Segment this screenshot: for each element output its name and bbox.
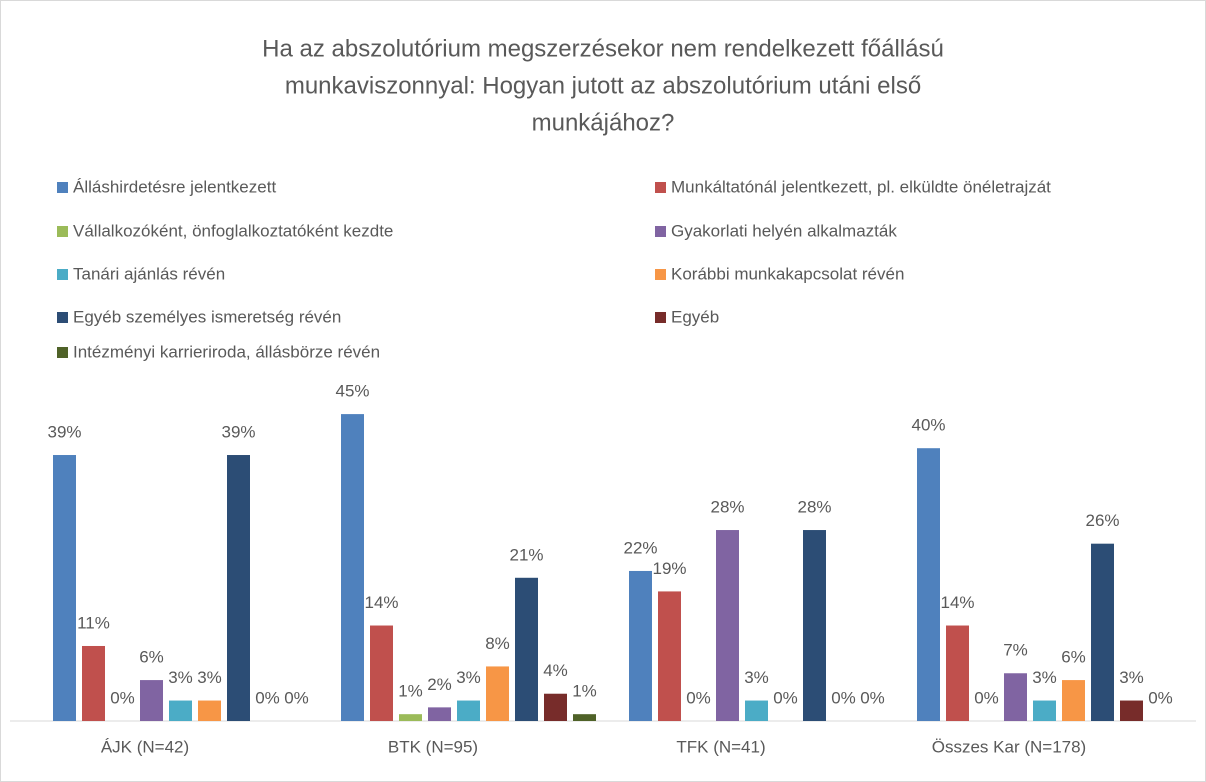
- legend-swatch: [655, 312, 666, 323]
- data-label: 7%: [1003, 641, 1028, 660]
- bar: [399, 714, 422, 721]
- data-label: 40%: [911, 416, 945, 435]
- legend-swatch: [655, 226, 666, 237]
- data-label: 0%: [831, 688, 856, 707]
- data-label: 3%: [168, 668, 193, 687]
- data-label: 11%: [77, 613, 110, 632]
- x-tick-label: Összes Kar (N=178): [932, 737, 1086, 756]
- data-label: 26%: [1085, 511, 1119, 530]
- data-label: 2%: [427, 675, 452, 694]
- legend-label: Korábbi munkakapcsolat révén: [671, 264, 904, 283]
- data-label: 0%: [110, 688, 135, 707]
- bar: [1120, 700, 1143, 721]
- bar: [946, 625, 969, 721]
- bar: [82, 645, 105, 721]
- data-label: 28%: [797, 498, 831, 517]
- legend-swatch: [57, 312, 68, 323]
- data-label: 0%: [1148, 688, 1173, 707]
- data-label: 14%: [940, 593, 974, 612]
- legend-label: Vállalkozóként, önfoglalkoztatóként kezd…: [73, 221, 393, 240]
- legend-label: Egyéb: [671, 307, 719, 326]
- legend-swatch: [57, 347, 68, 358]
- data-label: 6%: [139, 648, 164, 667]
- legend-swatch: [655, 269, 666, 280]
- legend-label: Munkáltatónál jelentkezett, pl. elküldte…: [671, 177, 1051, 196]
- bar: [428, 707, 451, 721]
- bar: [573, 714, 596, 721]
- legend-label: Álláshirdetésre jelentkezett: [73, 177, 276, 196]
- data-label: 0%: [773, 688, 798, 707]
- bar: [1062, 680, 1085, 721]
- legend-swatch: [57, 269, 68, 280]
- x-tick-label: BTK (N=95): [388, 737, 478, 756]
- bar: [658, 591, 681, 721]
- bar: [457, 700, 480, 721]
- data-label: 22%: [623, 538, 657, 557]
- legend-swatch: [57, 182, 68, 193]
- bar: [1091, 543, 1114, 721]
- bar: [140, 680, 163, 721]
- bar: [1033, 700, 1056, 721]
- data-label: 3%: [197, 668, 222, 687]
- bar: [745, 700, 768, 721]
- data-label: 14%: [364, 593, 398, 612]
- bar: [716, 530, 739, 721]
- data-label: 1%: [398, 682, 423, 701]
- legend-swatch: [655, 182, 666, 193]
- x-tick-label: TFK (N=41): [676, 737, 765, 756]
- data-label: 0%: [686, 688, 711, 707]
- data-label: 28%: [710, 498, 744, 517]
- data-label: 3%: [456, 668, 481, 687]
- data-label: 1%: [572, 682, 597, 701]
- legend-label: Intézményi karrieriroda, állásbörze révé…: [73, 342, 380, 361]
- data-label: 19%: [652, 559, 686, 578]
- bar: [1004, 673, 1027, 721]
- legend-swatch: [57, 226, 68, 237]
- data-label: 3%: [1119, 668, 1144, 687]
- bar: [370, 625, 393, 721]
- data-label: 45%: [335, 382, 369, 401]
- bar: [341, 414, 364, 721]
- data-label: 3%: [744, 668, 769, 687]
- chart-title: Ha az abszolutórium megszerzésekor nem r…: [262, 35, 944, 62]
- bar: [629, 570, 652, 721]
- data-label: 39%: [47, 423, 81, 442]
- chart-title: munkaviszonnyal: Hogyan jutott az abszol…: [285, 72, 921, 99]
- data-label: 0%: [255, 688, 280, 707]
- bar: [198, 700, 221, 721]
- x-tick-label: ÁJK (N=42): [101, 737, 189, 756]
- bar: [227, 455, 250, 721]
- legend-label: Gyakorlati helyén alkalmazták: [671, 221, 897, 240]
- legend-label: Tanári ajánlás révén: [73, 264, 225, 283]
- bar: [544, 693, 567, 721]
- data-label: 4%: [543, 661, 568, 680]
- data-label: 39%: [221, 423, 255, 442]
- data-label: 0%: [284, 688, 309, 707]
- data-label: 0%: [860, 688, 885, 707]
- data-label: 0%: [974, 688, 999, 707]
- legend-label: Egyéb személyes ismeretség révén: [73, 307, 341, 326]
- bar: [917, 448, 940, 721]
- chart-title: munkájához?: [532, 109, 675, 136]
- bar: [803, 530, 826, 721]
- data-label: 8%: [485, 634, 510, 653]
- bar: [53, 455, 76, 721]
- data-label: 6%: [1061, 648, 1086, 667]
- data-label: 3%: [1032, 668, 1057, 687]
- bar: [169, 700, 192, 721]
- bar: [486, 666, 509, 721]
- data-label: 21%: [509, 545, 543, 564]
- bar: [515, 577, 538, 721]
